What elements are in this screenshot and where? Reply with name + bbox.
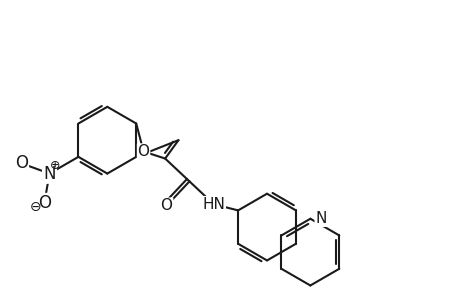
Text: O: O (15, 154, 28, 172)
Text: ⊕: ⊕ (50, 159, 61, 172)
Text: N: N (314, 211, 326, 226)
Text: ⊖: ⊖ (29, 200, 41, 214)
Text: O: O (137, 144, 149, 159)
Text: N: N (43, 165, 56, 183)
Text: O: O (38, 194, 50, 212)
Text: HN: HN (202, 197, 225, 212)
Text: O: O (160, 198, 172, 213)
